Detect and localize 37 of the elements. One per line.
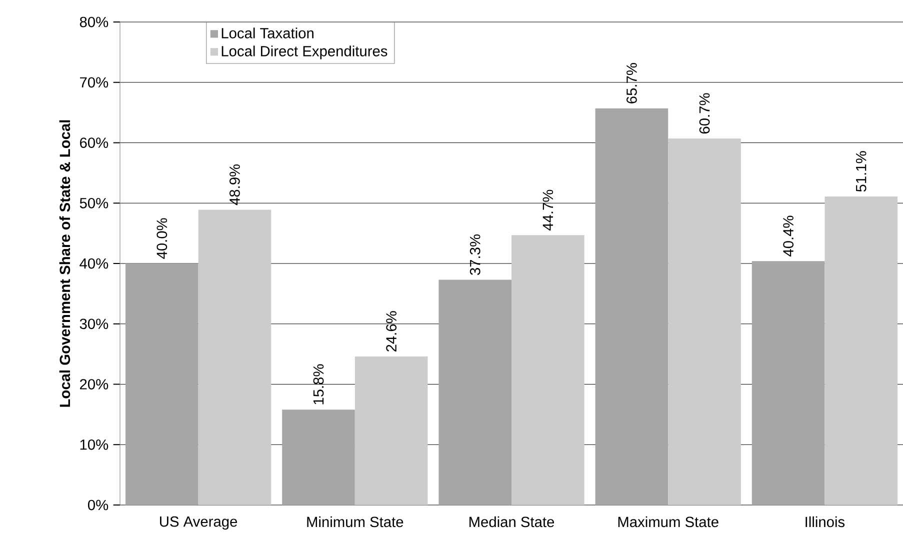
bar	[512, 235, 584, 505]
bar	[668, 138, 741, 505]
bar	[438, 280, 512, 505]
x-tick-label: Median State	[470, 516, 554, 528]
y-tick-label: 0%	[88, 500, 108, 510]
legend-label: Local Direct Expenditures	[222, 46, 388, 60]
data-label: 51.1%	[856, 151, 866, 192]
x-tick-label: Illinois	[806, 516, 845, 528]
data-label: 40.0%	[156, 218, 168, 259]
bar	[354, 356, 428, 505]
y-tick-label: 50%	[80, 198, 108, 208]
legend-label: Local Taxation	[222, 28, 314, 38]
data-label: 37.3%	[470, 234, 480, 275]
x-tick-label: US Average	[160, 516, 238, 530]
data-label: 15.8%	[313, 364, 324, 404]
data-label: 60.7%	[699, 93, 710, 134]
y-tick-label: 70%	[80, 77, 108, 88]
data-label: 40.4%	[783, 216, 794, 256]
y-tick-label: 80%	[80, 16, 108, 28]
bar	[824, 196, 898, 505]
y-tick-label: 20%	[80, 379, 108, 390]
bar	[595, 108, 668, 505]
x-tick-label: Minimum State	[307, 516, 404, 528]
y-tick-label: 30%	[80, 318, 108, 330]
bar	[752, 261, 825, 505]
data-label: 48.9%	[230, 164, 240, 206]
data-label: 24.6%	[386, 311, 397, 352]
bar	[198, 210, 272, 505]
bar	[282, 410, 355, 505]
bar	[125, 264, 198, 505]
x-tick-label: Maximum State	[618, 516, 718, 528]
y-axis-title: Local Government Share of State & Local	[59, 120, 70, 407]
data-label: 65.7%	[626, 63, 637, 104]
y-tick-label: 60%	[80, 138, 108, 148]
y-tick-label: 10%	[80, 439, 108, 450]
data-label: 44.7%	[542, 190, 554, 231]
y-tick-label: 40%	[80, 258, 108, 269]
